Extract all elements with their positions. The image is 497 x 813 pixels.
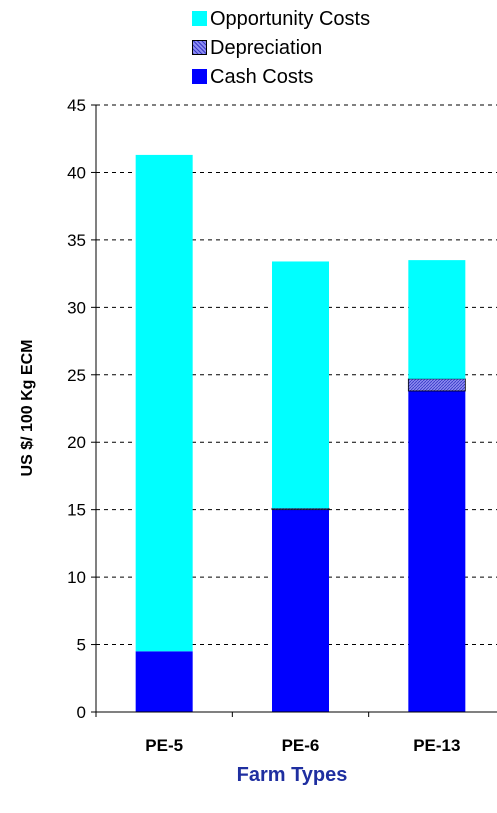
y-axis-title: US $/ 100 Kg ECM [19,340,36,477]
legend-swatch [192,11,207,26]
x-tick-label: PE-5 [145,736,183,755]
legend-label: Opportunity Costs [210,7,371,30]
bar-opportunity-costs [272,261,329,509]
y-tick-label: 10 [67,568,86,587]
legend-item: Depreciation [192,33,492,62]
y-tick-label: 25 [67,366,86,385]
bar-cash-costs [135,651,193,712]
legend-item: Opportunity Costs [192,4,492,33]
y-tick-label: 40 [67,163,86,182]
y-tick-label: 5 [77,636,86,655]
bar-opportunity-costs [408,260,466,379]
legend-item: Cash Costs [192,62,492,91]
legend-label: Cash Costs [210,65,314,88]
x-axis-title: Farm Types [237,764,348,786]
bar-opportunity-costs [135,154,193,652]
x-tick-label: PE-6 [282,736,320,755]
y-tick-label: 15 [67,501,86,520]
legend-swatch [192,69,207,84]
y-ticks: 0 5 10 15 20 25 30 35 40 45 [67,96,96,722]
legend-swatch [192,40,207,55]
x-ticks: PE-5 PE-6 PE-13 [95,712,460,755]
bars [135,154,466,712]
y-tick-label: 45 [67,96,86,115]
x-tick-label: PE-13 [413,736,460,755]
bar-cash-costs [408,390,466,712]
bar-depreciation [407,378,466,392]
bar-depreciation [271,507,330,511]
legend: Opportunity Costs Depreciation Cash Costs [192,4,492,91]
legend-label: Depreciation [210,36,323,59]
y-tick-label: 0 [77,703,86,722]
bar-cash-costs [272,509,329,712]
y-tick-label: 30 [67,298,86,317]
y-tick-label: 35 [67,231,86,250]
axes [95,105,497,713]
y-tick-label: 20 [67,433,86,452]
